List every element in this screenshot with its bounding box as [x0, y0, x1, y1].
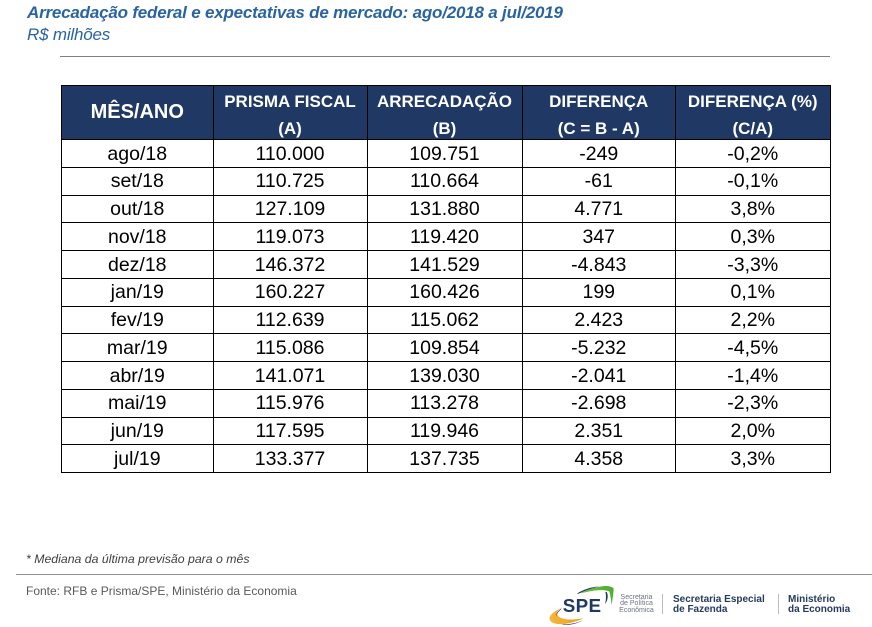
svg-text:SPE: SPE — [563, 595, 601, 616]
